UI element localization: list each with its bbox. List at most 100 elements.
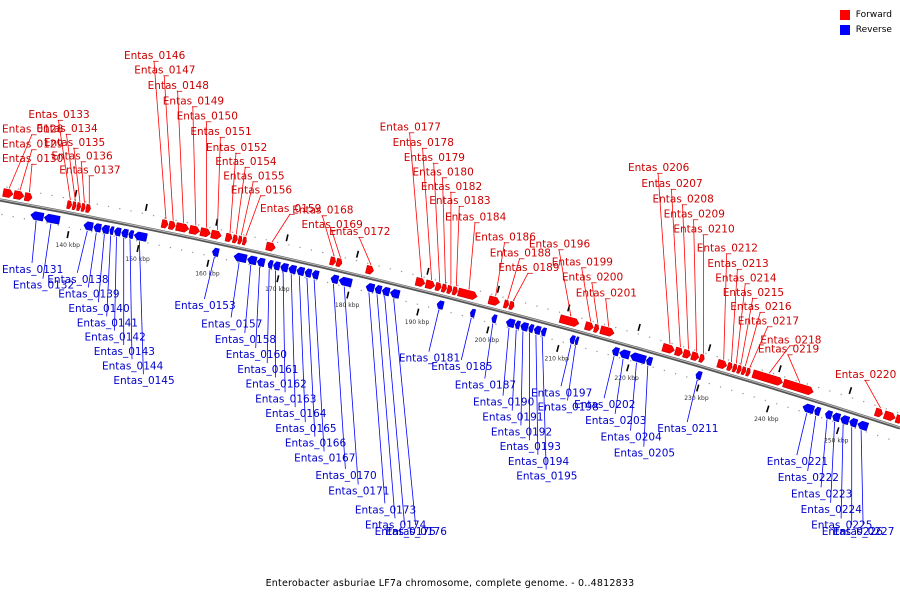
dot-upper	[547, 308, 549, 310]
label-leader	[384, 296, 405, 526]
label-leader	[567, 345, 576, 401]
dot-upper	[220, 229, 222, 231]
gene-entas-0147-forward	[167, 220, 176, 230]
gene-entas-0164-reverse	[288, 264, 298, 275]
gene-label-entas-0198: Entas_0198	[538, 402, 599, 414]
gene-entas-0208-forward	[682, 348, 691, 359]
label-leader	[376, 294, 396, 519]
gene-label-entas-0182: Entas_0182	[421, 181, 482, 193]
gene-label-entas-0179: Entas_0179	[404, 152, 465, 164]
label-leader	[630, 362, 637, 431]
gene-entas-0169-forward	[335, 257, 343, 268]
dot-upper	[288, 244, 290, 246]
dot-lower	[540, 335, 542, 337]
label-leader	[66, 133, 76, 201]
gene-entas-0136-forward	[80, 203, 86, 212]
dot-lower	[304, 276, 306, 278]
label-leader	[139, 241, 144, 375]
label-leader	[768, 345, 791, 374]
label-leader	[229, 152, 237, 233]
tick-mark-lower	[206, 259, 210, 267]
gene-entas-0145-reverse	[133, 231, 148, 242]
dot-upper	[299, 246, 301, 249]
dot-lower	[383, 295, 385, 297]
dot-upper	[6, 186, 8, 188]
gene-entas-0191-reverse	[514, 320, 522, 330]
dot-upper	[209, 226, 211, 229]
dot-lower	[461, 314, 463, 317]
label-leader	[393, 298, 416, 526]
dot-lower	[618, 357, 621, 359]
gene-label-entas-0134: Entas_0134	[36, 123, 98, 135]
label-leader	[230, 262, 240, 318]
dot-upper	[502, 296, 504, 298]
label-leader	[603, 356, 615, 399]
dot-lower	[753, 396, 755, 398]
dot-lower	[225, 259, 228, 261]
dot-upper	[243, 234, 245, 236]
dot-lower	[113, 235, 115, 237]
gene-label-entas-0211: Entas_0211	[657, 423, 718, 435]
tick-mark-lower	[626, 364, 630, 372]
gene-entas-0190-reverse	[505, 318, 516, 329]
gene-entas-0129-forward	[13, 190, 25, 200]
label-leader	[321, 215, 335, 257]
dot-lower	[832, 420, 834, 422]
label-leader	[541, 336, 547, 470]
dot-upper	[367, 262, 369, 264]
gene-entas-0174-reverse	[374, 285, 383, 295]
gene-label-entas-0147: Entas_0147	[134, 65, 195, 77]
dot-lower	[708, 382, 710, 385]
gene-entas-0213-forward	[726, 361, 733, 372]
dot-lower	[136, 240, 138, 242]
gene-label-entas-0171: Entas_0171	[328, 486, 389, 498]
dot-upper	[355, 259, 358, 262]
dot-upper	[85, 201, 87, 203]
label-leader	[740, 297, 754, 365]
gene-entas-0216-forward	[740, 366, 746, 376]
dot-lower	[192, 251, 194, 254]
gene-label-entas-0165: Entas_0165	[275, 423, 336, 435]
dot-lower	[798, 410, 800, 412]
gene-entas-0214-forward	[731, 363, 737, 373]
gene-entas-0207-forward	[673, 346, 683, 357]
gene-label-entas-0152: Entas_0152	[206, 142, 267, 154]
dot-lower	[371, 292, 374, 294]
dot-upper	[682, 346, 685, 348]
gene-label-entas-0200: Entas_0200	[562, 272, 623, 284]
gene-label-entas-0167: Entas_0167	[294, 452, 355, 464]
label-leader	[298, 275, 306, 423]
dot-lower	[562, 341, 564, 343]
gene-label-entas-0161: Entas_0161	[237, 364, 298, 376]
gene-label-entas-0190: Entas_0190	[473, 397, 534, 409]
label-leader	[106, 235, 112, 317]
gene-entas-0197-reverse	[569, 335, 576, 345]
dot-lower	[79, 228, 82, 231]
dot-upper	[141, 212, 143, 214]
dot-upper	[231, 231, 234, 233]
gene-label-entas-0173: Entas_0173	[355, 504, 416, 516]
gene-label-entas-0160: Entas_0160	[226, 349, 287, 361]
gene-entas-0192-reverse	[520, 322, 530, 332]
dot-upper	[851, 397, 854, 399]
gene-entas-0225-reverse	[840, 415, 851, 426]
dot-lower	[102, 233, 104, 235]
dot-lower	[809, 413, 811, 415]
gene-label-entas-0162: Entas_0162	[246, 379, 307, 391]
gene-entas-0201-forward	[599, 325, 615, 337]
tick-label: 240 kbp	[754, 416, 779, 423]
dot-upper	[322, 251, 324, 254]
label-leader	[507, 258, 521, 300]
gene-entas-0184-forward	[456, 287, 478, 300]
gene-entas-0159-forward	[265, 241, 276, 252]
label-leader	[235, 167, 246, 235]
dot-lower	[843, 424, 845, 426]
dot-lower	[237, 261, 239, 263]
reverse-swatch	[839, 24, 850, 35]
gene-label-entas-0166: Entas_0166	[285, 438, 347, 450]
label-leader	[129, 239, 133, 360]
dot-lower	[23, 218, 26, 220]
dot-lower	[495, 323, 497, 325]
label-leader	[244, 264, 252, 334]
gene-entas-0158-reverse	[247, 255, 258, 266]
